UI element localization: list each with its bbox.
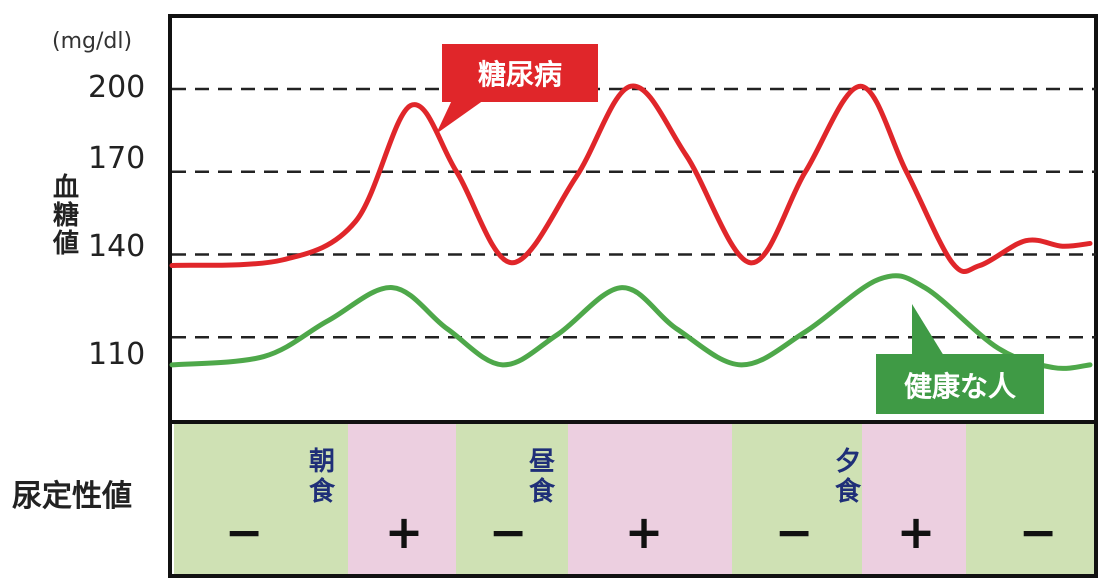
band-segment-breakfast-before: [174, 424, 348, 574]
y-tick-label: 170: [88, 141, 145, 176]
meal-label-dinner: 食: [835, 476, 862, 507]
y-tick-label: 110: [88, 337, 145, 372]
urine-sign-positive: +: [625, 505, 664, 559]
y-axis-title-char: 血: [53, 173, 79, 203]
y-tick-label: 140: [88, 229, 145, 264]
urine-sign-negative: −: [775, 505, 814, 559]
series-line-healthy: [169, 273, 1093, 371]
callout-pointer: [912, 304, 944, 356]
series-line-diabetes: [169, 83, 1093, 274]
band-segment-lunch-after: [568, 424, 732, 574]
gridlines: [172, 87, 1096, 339]
urine-test-label: 尿定性値: [12, 479, 132, 514]
urine-band-labels: 尿定性値 朝 食 昼 食 夕 食 − + − + − + −: [12, 446, 1057, 559]
y-axis: (mg/dl) 200 170 140 110 血 糖 値: [52, 29, 145, 372]
meal-label-breakfast: 食: [309, 476, 336, 507]
band-segment-dinner-after: [862, 424, 966, 574]
legend-callout-diabetes: 糖尿病: [436, 44, 598, 134]
band-segment-lunch-before: [456, 424, 568, 574]
y-axis-title-char: 糖: [53, 200, 79, 231]
band-segment-dinner-before: [732, 424, 862, 574]
y-axis-title: 血 糖 値: [52, 173, 79, 259]
callout-box: [876, 354, 1044, 414]
callout-pointer: [436, 100, 484, 134]
meal-label-lunch: 食: [529, 476, 556, 507]
legend-callout-healthy: 健康な人: [876, 304, 1044, 414]
urine-test-band: [174, 424, 1096, 574]
plot-frame: [168, 14, 1098, 578]
urine-sign-negative: −: [1019, 505, 1058, 559]
urine-sign-negative: −: [489, 505, 528, 559]
urine-sign-positive: +: [897, 505, 936, 559]
callout-box: [442, 44, 598, 102]
legend-label-healthy: 健康な人: [904, 370, 1016, 403]
y-axis-title-char: 値: [52, 229, 79, 259]
band-segment-night: [966, 424, 1096, 574]
band-segment-breakfast-after: [348, 424, 456, 574]
unit-label: (mg/dl): [52, 29, 132, 54]
urine-sign-negative: −: [225, 505, 264, 559]
meal-label-lunch: 昼: [529, 447, 556, 477]
meal-label-dinner: 夕: [835, 447, 861, 477]
urine-sign-positive: +: [385, 505, 424, 559]
meal-label-breakfast: 朝: [309, 446, 335, 477]
legend-label-diabetes: 糖尿病: [478, 58, 562, 91]
y-tick-label: 200: [88, 70, 145, 105]
